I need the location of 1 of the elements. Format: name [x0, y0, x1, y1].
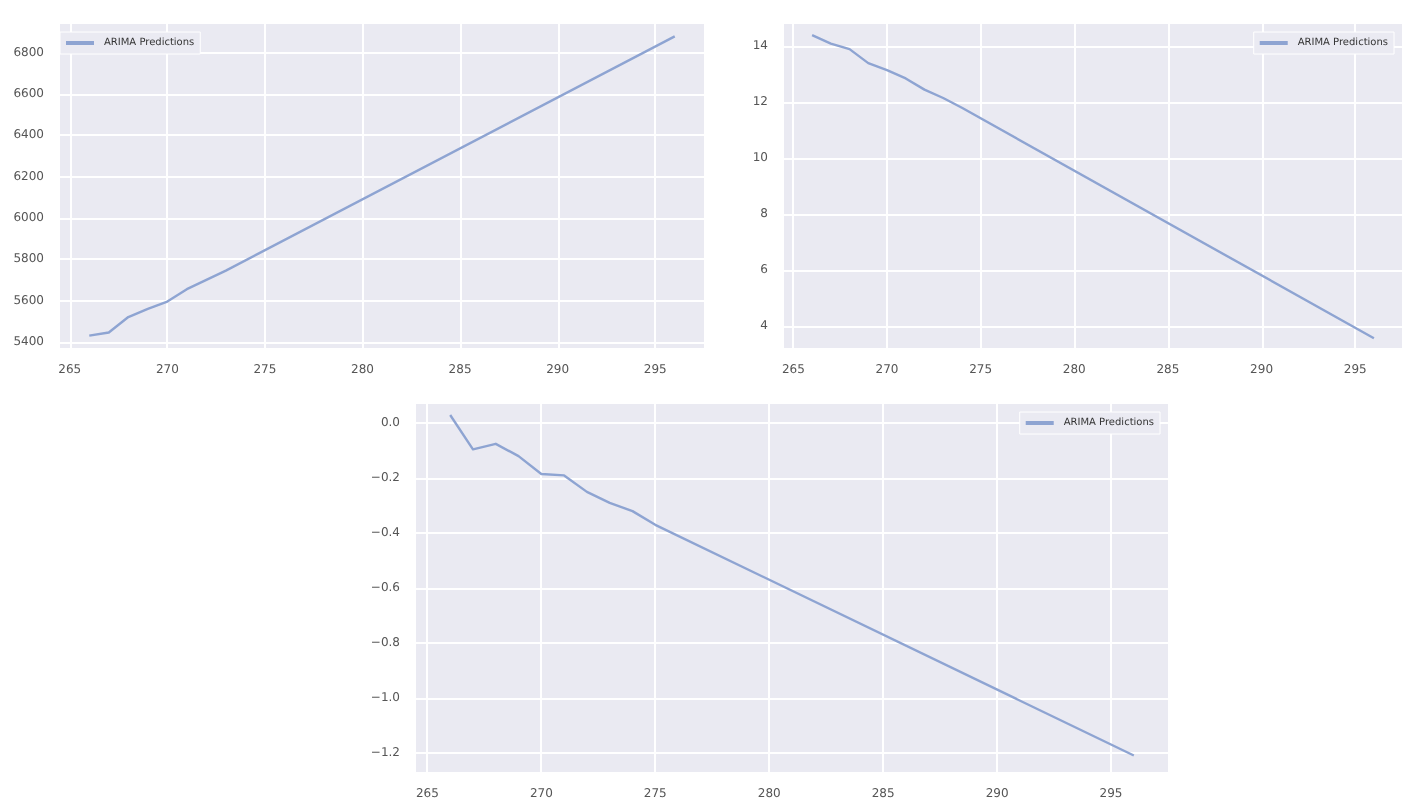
line-series: [88, 35, 676, 337]
